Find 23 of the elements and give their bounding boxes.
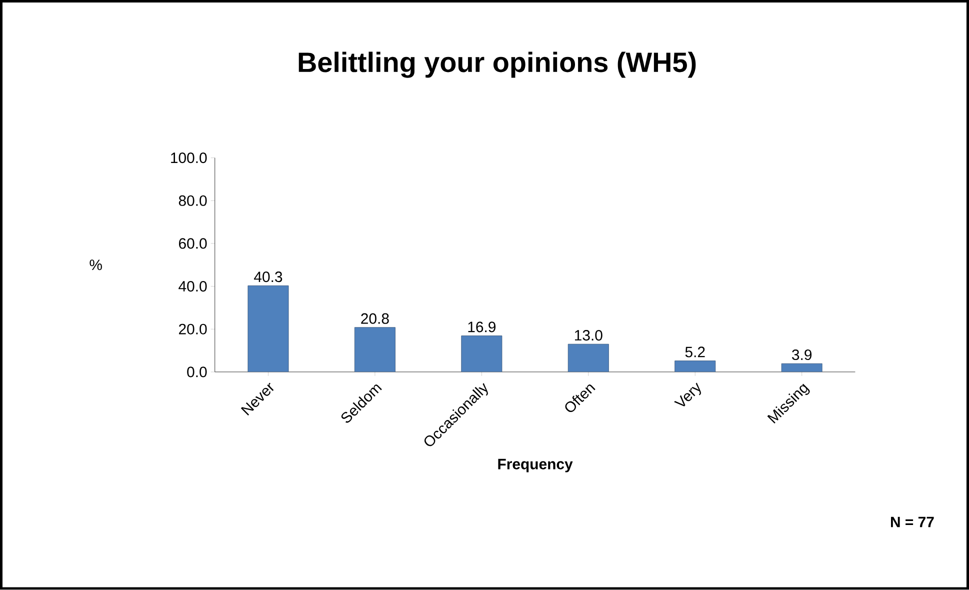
- x-axis-title: Frequency: [498, 459, 573, 472]
- y-tick-label: 80.0: [178, 195, 207, 206]
- bar: [354, 327, 396, 372]
- y-axis-title: %: [90, 260, 102, 270]
- y-tick-label: 100.0: [171, 152, 207, 164]
- data-label: 20.8: [361, 313, 389, 324]
- bar: [781, 363, 822, 372]
- text: N = 77: [890, 516, 934, 528]
- data-label: 40.3: [254, 272, 282, 282]
- y-tick-label: 60.0: [179, 238, 207, 249]
- y-tick-label: 40.0: [178, 281, 207, 292]
- bar: [248, 286, 289, 372]
- y-tick-label: 20.0: [178, 324, 207, 334]
- bar: [568, 344, 609, 372]
- data-label: 3.9: [792, 350, 812, 360]
- chart-title: Belittling your opinions (WH5): [298, 52, 696, 78]
- data-label: 5.2: [685, 346, 705, 358]
- bar: [674, 360, 716, 372]
- x-tick-label: Very: [674, 382, 701, 406]
- bar: [461, 336, 502, 372]
- y-tick-label: 0.0: [187, 366, 207, 378]
- data-label: 13.0: [574, 330, 602, 341]
- data-label: 16.9: [468, 322, 496, 332]
